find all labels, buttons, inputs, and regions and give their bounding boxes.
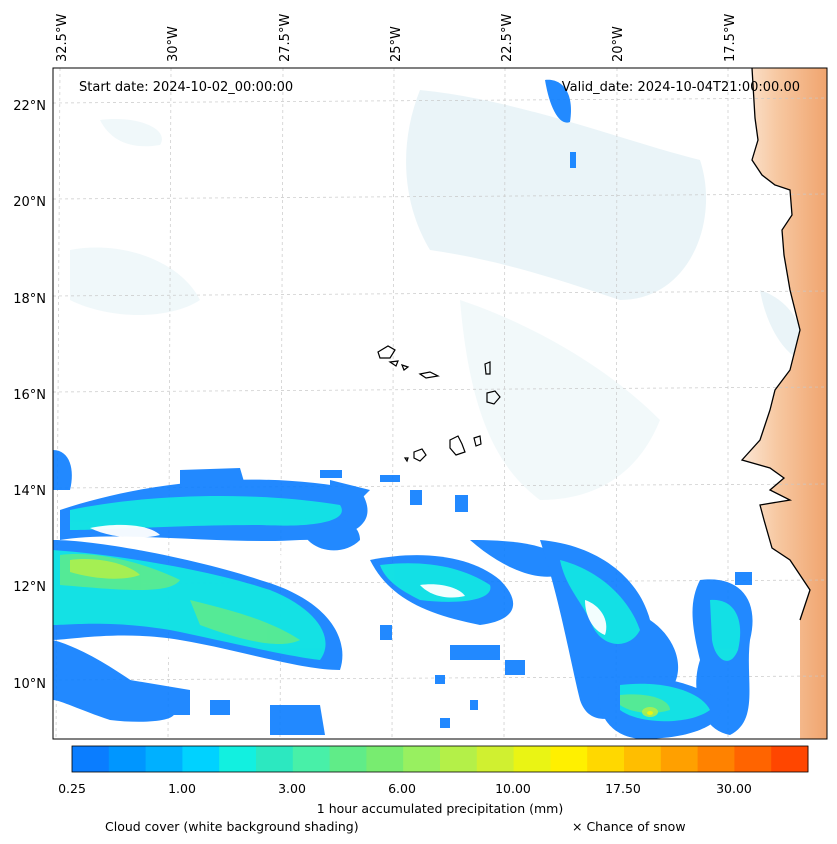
lon-label: 20°W xyxy=(611,26,626,62)
lon-label: 17.5°W xyxy=(723,14,738,62)
precipitation-field xyxy=(53,79,753,739)
colorbar-segment xyxy=(587,746,625,772)
start-date-label: Start date: 2024-10-02_00:00:00 xyxy=(79,80,293,95)
colorbar-segment xyxy=(734,746,772,772)
colorbar-segment xyxy=(256,746,294,772)
lon-label: 25°W xyxy=(389,26,404,62)
colorbar-segment xyxy=(145,746,183,772)
colorbar-tick-label: 0.25 xyxy=(58,781,86,796)
colorbar-ticks: 0.25 1.00 3.00 6.00 10.00 17.50 30.00 xyxy=(58,781,752,796)
snow-chance-note: × Chance of snow xyxy=(572,819,686,834)
colorbar-border xyxy=(71,745,809,773)
lat-label: 14°N xyxy=(13,484,46,499)
colorbar-segment xyxy=(476,746,515,772)
coastline-africa xyxy=(740,68,811,621)
colorbar-segment xyxy=(108,746,147,772)
colorbar-tick-label: 10.00 xyxy=(495,781,531,796)
colorbar-label: 1 hour accumulated precipitation (mm) xyxy=(317,801,563,816)
colorbar-segment xyxy=(550,746,588,772)
lon-label: 27.5°W xyxy=(278,14,293,62)
colorbar-tick-label: 6.00 xyxy=(388,781,416,796)
colorbar-segment xyxy=(329,746,367,772)
colorbar-segment xyxy=(697,746,735,772)
colorbar-segment xyxy=(660,746,699,772)
colorbar-tick-label: 30.00 xyxy=(716,781,752,796)
colorbar-segment xyxy=(771,746,809,772)
colorbar-segment xyxy=(72,746,110,772)
lat-label: 16°N xyxy=(13,388,46,403)
colorbar-tick-label: 3.00 xyxy=(278,781,306,796)
colorbar-tick-label: 1.00 xyxy=(168,781,196,796)
valid-date-label: Valid_date: 2024-10-04T21:00:00.00 xyxy=(562,80,800,95)
latitude-labels: 22°N 20°N 18°N 16°N 14°N 12°N 10°N xyxy=(13,99,46,692)
map-border xyxy=(52,67,828,740)
lat-label: 20°N xyxy=(13,195,46,210)
lat-label: 12°N xyxy=(13,580,46,595)
cape-verde-islands xyxy=(377,345,501,463)
colorbar-segment xyxy=(440,746,478,772)
colorbar-segment xyxy=(624,746,662,772)
lon-label: 30°W xyxy=(166,26,181,62)
colorbar-segment xyxy=(366,746,404,772)
lon-label: 22.5°W xyxy=(500,14,515,62)
land-africa xyxy=(742,68,827,739)
lon-label: 32.5°W xyxy=(55,14,70,62)
colorbar xyxy=(72,746,809,772)
colorbar-segment xyxy=(513,746,551,772)
colorbar-segment xyxy=(292,746,331,772)
colorbar-segment xyxy=(403,746,441,772)
cloud-cover-note: Cloud cover (white background shading) xyxy=(105,819,359,834)
lat-label: 10°N xyxy=(13,677,46,692)
colorbar-tick-label: 17.50 xyxy=(605,781,641,796)
colorbar-segment xyxy=(182,746,220,772)
lat-label: 18°N xyxy=(13,292,46,307)
colorbar-segment xyxy=(219,746,257,772)
longitude-labels: 32.5°W 30°W 27.5°W 25°W 22.5°W 20°W 17.5… xyxy=(55,14,738,62)
lat-label: 22°N xyxy=(13,99,46,114)
cloud-shading xyxy=(70,90,803,500)
